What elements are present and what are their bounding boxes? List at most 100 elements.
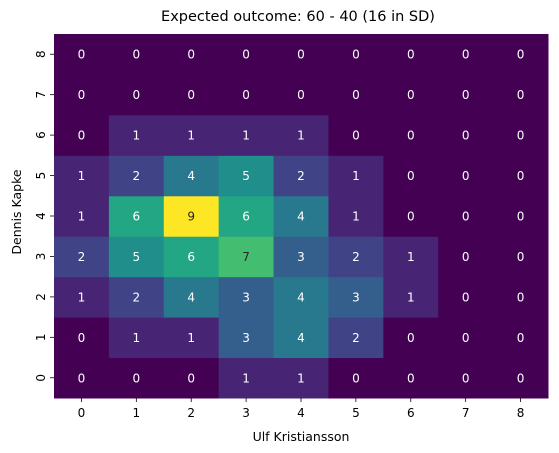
cell-value-label-x1-y2: 2 [133,290,141,304]
cell-value-label-x1-y0: 0 [133,371,141,385]
cell-value-label-x2-y3: 6 [187,250,195,264]
cell-value-label-x7-y8: 0 [462,48,470,62]
heatmap-cell-x8-y8 [493,34,549,75]
heatmap-cell-x0-y7 [54,74,110,116]
heatmap-cell-x8-y6 [493,114,549,156]
cell-value-label-x8-y2: 0 [517,290,525,304]
cell-value-label-x0-y2: 1 [78,290,86,304]
heatmap-cell-x3-y0 [218,357,275,399]
heatmap-cell-x0-y1 [54,317,110,359]
heatmap-cell-x8-y3 [493,236,549,278]
heatmap-cell-x4-y5 [273,155,329,197]
heatmap-cell-x0-y3 [54,236,110,278]
heatmap-cell-x7-y7 [438,74,494,116]
cell-value-label-x5-y8: 0 [352,48,360,62]
heatmap-cell-x3-y4 [218,195,275,237]
cell-value-label-x1-y1: 1 [133,331,141,345]
heatmap-cell-x3-y2 [218,276,275,318]
cell-value-label-x3-y5: 5 [242,169,250,183]
cell-value-label-x6-y4: 0 [407,210,415,224]
cell-value-label-x8-y1: 0 [517,331,525,345]
cell-value-label-x0-y6: 0 [78,129,86,143]
heatmap-cell-x4-y3 [273,236,329,278]
heatmap-cell-x8-y7 [493,74,549,116]
cell-value-label-x6-y6: 0 [407,129,415,143]
heatmap-cell-x7-y5 [438,155,494,197]
cell-value-label-x6-y2: 1 [407,290,415,304]
heatmap-cell-x5-y6 [328,114,384,156]
cell-value-label-x0-y3: 2 [78,250,86,264]
cell-value-label-x1-y3: 5 [133,250,141,264]
cell-value-label-x0-y0: 0 [78,371,86,385]
y-tick-label-5: 5 [34,172,48,180]
heatmap-cell-x4-y7 [273,74,329,116]
cell-value-label-x7-y7: 0 [462,88,470,102]
cell-value-label-x8-y8: 0 [517,48,525,62]
x-tick-label-4: 4 [297,406,305,420]
heatmap-cell-x1-y3 [108,236,165,278]
heatmap-cell-x1-y2 [108,276,165,318]
cell-value-label-x8-y6: 0 [517,129,525,143]
cell-value-label-x8-y3: 0 [517,250,525,264]
x-tick-label-3: 3 [242,406,250,420]
x-tick-label-1: 1 [133,406,141,420]
heatmap-cell-x2-y4 [163,195,220,237]
cell-value-label-x4-y6: 1 [297,129,305,143]
cell-value-label-x1-y5: 2 [133,169,141,183]
cell-value-label-x8-y7: 0 [517,88,525,102]
cell-value-label-x1-y7: 0 [133,88,141,102]
heatmap-cell-x5-y7 [328,74,384,116]
cell-value-label-x0-y8: 0 [78,48,86,62]
heatmap-cell-x6-y0 [383,357,439,399]
heatmap-cell-x0-y5 [54,155,110,197]
heatmap-cell-x1-y1 [108,317,165,359]
cell-value-label-x6-y1: 0 [407,331,415,345]
heatmap-cell-x0-y2 [54,276,110,318]
cell-value-label-x6-y5: 0 [407,169,415,183]
heatmap-cell-x7-y0 [438,357,494,399]
heatmap-cell-x2-y7 [163,74,220,116]
cell-value-label-x1-y6: 1 [133,129,141,143]
cell-value-label-x7-y2: 0 [462,290,470,304]
cell-value-label-x3-y1: 3 [242,331,250,345]
cell-value-label-x7-y0: 0 [462,371,470,385]
heatmap-cell-x5-y3 [328,236,384,278]
cell-value-label-x4-y2: 4 [297,290,305,304]
cell-value-label-x5-y7: 0 [352,88,360,102]
cell-value-label-x5-y1: 2 [352,331,360,345]
cell-value-label-x5-y0: 0 [352,371,360,385]
heatmap-cell-x2-y0 [163,357,220,399]
y-tick-label-8: 8 [34,50,48,58]
heatmap-cell-x5-y4 [328,195,384,237]
heatmap-cell-x2-y8 [163,34,220,75]
cell-value-label-x5-y4: 1 [352,210,360,224]
heatmap-cell-x6-y8 [383,34,439,75]
y-tick-label-0: 0 [34,374,48,382]
x-axis-ticks: 0 1 2 3 4 5 6 7 8 [78,398,524,420]
heatmap-cell-x4-y8 [273,34,329,75]
chart-title: Expected outcome: 60 - 40 (16 in SD) [161,9,435,25]
cell-value-label-x4-y4: 4 [297,210,305,224]
y-tick-label-2: 2 [34,293,48,301]
heatmap-cell-x1-y7 [108,74,165,116]
x-tick-label-7: 7 [462,406,470,420]
x-tick-label-5: 5 [352,406,360,420]
heatmap-cell-x7-y4 [438,195,494,237]
heatmap-cell-x1-y5 [108,155,165,197]
heatmap-cell-x0-y4 [54,195,110,237]
cell-value-label-x2-y2: 4 [187,290,195,304]
cell-value-label-x8-y5: 0 [517,169,525,183]
heatmap-cell-x4-y4 [273,195,329,237]
heatmap-cell-x1-y0 [108,357,165,399]
heatmap-cell-x5-y0 [328,357,384,399]
heatmap-cell-x3-y6 [218,114,275,156]
cell-value-label-x7-y5: 0 [462,169,470,183]
y-axis-ticks: 0 1 2 3 4 5 6 7 8 [34,50,54,382]
y-tick-label-7: 7 [34,91,48,99]
heatmap-cell-x6-y3 [383,236,439,278]
heatmap-cell-x4-y6 [273,114,329,156]
heatmap-cell-x7-y2 [438,276,494,318]
cell-value-label-x5-y2: 3 [352,290,360,304]
y-tick-label-6: 6 [34,131,48,139]
